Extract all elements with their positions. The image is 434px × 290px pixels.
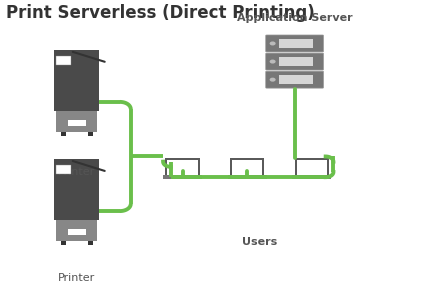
FancyBboxPatch shape bbox=[232, 160, 262, 175]
FancyBboxPatch shape bbox=[293, 175, 331, 180]
FancyBboxPatch shape bbox=[88, 132, 93, 135]
FancyBboxPatch shape bbox=[61, 132, 66, 135]
FancyBboxPatch shape bbox=[54, 192, 99, 220]
Text: Application Server: Application Server bbox=[237, 13, 352, 23]
FancyBboxPatch shape bbox=[163, 175, 202, 180]
FancyBboxPatch shape bbox=[56, 110, 97, 132]
Text: Printer: Printer bbox=[58, 273, 95, 283]
FancyBboxPatch shape bbox=[56, 165, 71, 174]
FancyBboxPatch shape bbox=[88, 241, 93, 245]
FancyBboxPatch shape bbox=[56, 220, 97, 241]
FancyBboxPatch shape bbox=[165, 158, 200, 175]
FancyBboxPatch shape bbox=[54, 83, 99, 110]
FancyBboxPatch shape bbox=[56, 56, 71, 65]
Circle shape bbox=[270, 41, 276, 46]
FancyBboxPatch shape bbox=[61, 241, 66, 245]
FancyBboxPatch shape bbox=[266, 35, 323, 52]
FancyBboxPatch shape bbox=[266, 71, 323, 88]
FancyBboxPatch shape bbox=[54, 160, 99, 192]
FancyBboxPatch shape bbox=[68, 229, 86, 235]
FancyBboxPatch shape bbox=[54, 50, 99, 83]
FancyBboxPatch shape bbox=[279, 75, 313, 84]
FancyBboxPatch shape bbox=[279, 57, 313, 66]
FancyBboxPatch shape bbox=[228, 175, 266, 180]
FancyBboxPatch shape bbox=[168, 160, 197, 175]
FancyBboxPatch shape bbox=[279, 39, 313, 48]
Text: Users: Users bbox=[243, 237, 278, 247]
Circle shape bbox=[270, 59, 276, 64]
FancyBboxPatch shape bbox=[230, 158, 264, 175]
FancyBboxPatch shape bbox=[68, 119, 86, 126]
FancyBboxPatch shape bbox=[295, 158, 329, 175]
Circle shape bbox=[270, 78, 276, 82]
Text: Printer: Printer bbox=[58, 166, 95, 177]
FancyBboxPatch shape bbox=[266, 53, 323, 70]
Text: Print Serverless (Direct Printing): Print Serverless (Direct Printing) bbox=[6, 4, 315, 22]
FancyBboxPatch shape bbox=[297, 160, 327, 175]
